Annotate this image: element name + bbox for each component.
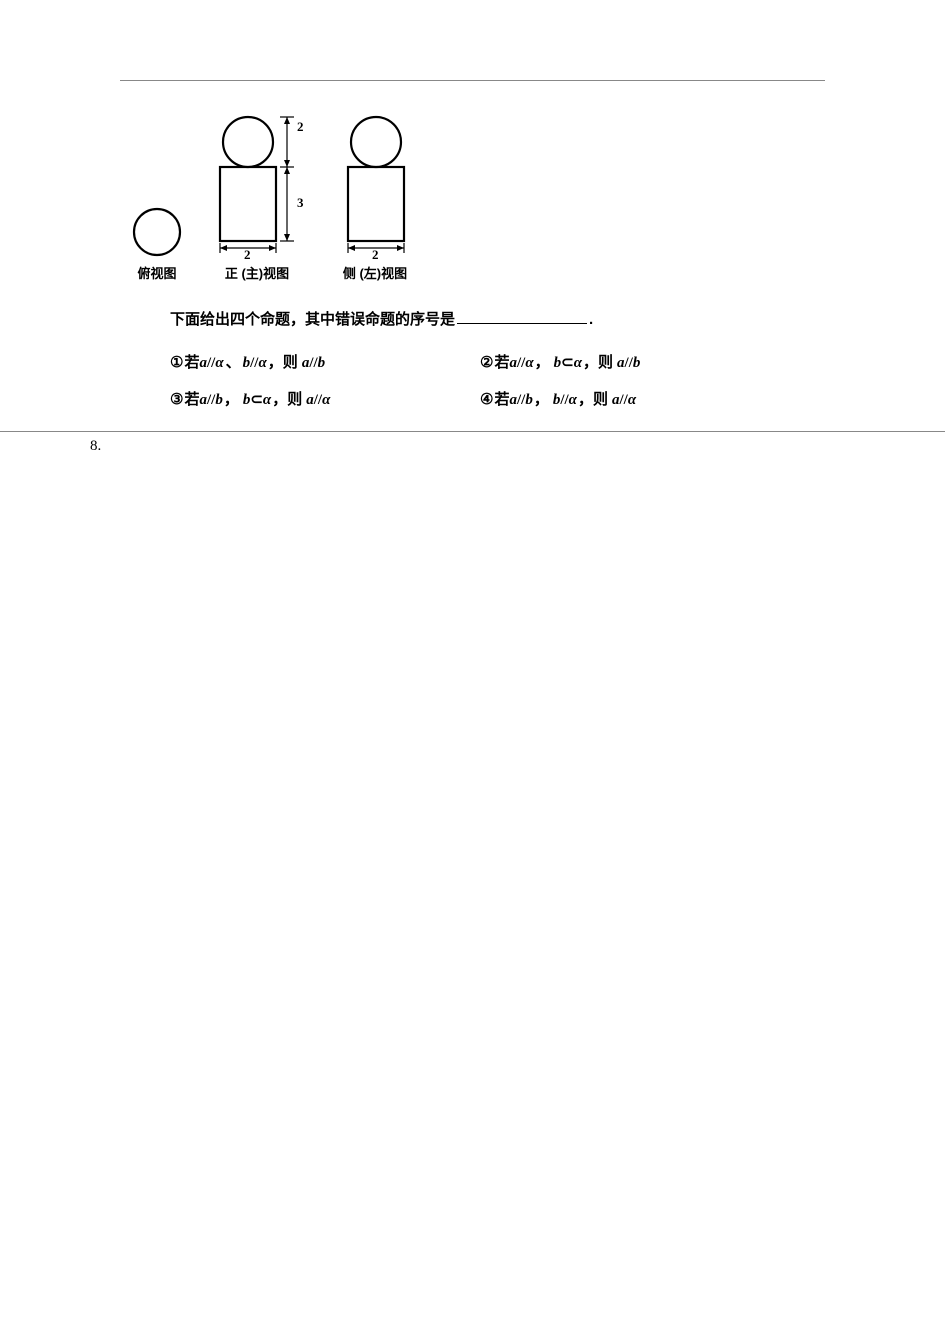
- prop-4-lead: 若: [494, 388, 509, 409]
- prop-4-rel2: //: [560, 392, 568, 409]
- prop-4-sep: ，: [534, 388, 549, 409]
- front-view: 2 3 2 正 (主)视图: [202, 109, 312, 282]
- prop-4-num: ④: [480, 390, 493, 409]
- page: 俯视图 2 3: [0, 0, 945, 1337]
- prop-2-c2: b: [633, 355, 641, 372]
- prop-2-c1: a: [617, 355, 625, 372]
- prop-1-a: a: [199, 355, 207, 372]
- prop-4-c2: α: [628, 392, 636, 409]
- prop-1-num: ①: [170, 353, 183, 372]
- prop-1-c2: b: [318, 355, 326, 372]
- prop-1-rel1: //: [207, 355, 215, 372]
- prop-2-alpha1: α: [525, 355, 533, 372]
- prop-1-alpha1: α: [215, 355, 223, 372]
- dim-base-front: 2: [244, 247, 251, 259]
- side-view-svg: 2: [330, 109, 420, 259]
- prop-3-a: a: [199, 392, 207, 409]
- prop-2-b: b: [554, 355, 562, 372]
- prop-2-rel2: ⊂: [561, 353, 574, 372]
- prop-2-rel1: //: [517, 355, 525, 372]
- prop-4-rel1: //: [517, 392, 525, 409]
- top-rule: [120, 80, 825, 81]
- prop-3-then: ，则: [272, 388, 302, 409]
- prop-3-c2: α: [322, 392, 330, 409]
- prop-1-rel3: //: [309, 355, 317, 372]
- prop-2-alpha2: α: [574, 355, 582, 372]
- prop-3-b1: b: [215, 392, 223, 409]
- prop-3-rel3: //: [314, 392, 322, 409]
- side-view: 2 侧 (左)视图: [330, 109, 420, 282]
- prop-1-alpha2: α: [258, 355, 266, 372]
- top-view-label: 俯视图: [137, 263, 176, 282]
- answer-blank[interactable]: [457, 309, 587, 324]
- prop-2-lead: 若: [494, 351, 509, 372]
- prop-1-rel2: //: [250, 355, 258, 372]
- prop-4-c1: a: [612, 392, 620, 409]
- prop-3-c1: a: [306, 392, 314, 409]
- prop-4: ④ 若 a // b ， b // α ，则 a // α: [480, 388, 790, 409]
- prop-1-then: ，则: [268, 351, 298, 372]
- dim-top-circle: 2: [297, 119, 304, 134]
- front-view-svg: 2 3 2: [202, 109, 312, 259]
- top-view: 俯视图: [130, 205, 184, 282]
- dim-base-side: 2: [372, 247, 379, 259]
- propositions: ① 若 a // α 、 b // α ，则 a // b ② 若 a // α…: [170, 351, 825, 409]
- prop-3-b2: b: [243, 392, 251, 409]
- dim-height: 3: [297, 195, 304, 210]
- prop-3-alpha2: α: [263, 392, 271, 409]
- prop-1: ① 若 a // α 、 b // α ，则 a // b: [170, 351, 480, 372]
- mid-rule: [0, 431, 945, 432]
- prop-2: ② 若 a // α ， b ⊂ α ，则 a // b: [480, 351, 790, 372]
- prop-3-lead: 若: [184, 388, 199, 409]
- question-stem: 下面给出四个命题，其中错误命题的序号是 .: [170, 308, 825, 329]
- prop-2-a: a: [509, 355, 517, 372]
- prop-3: ③ 若 a // b ， b ⊂ α ，则 a // α: [170, 388, 480, 409]
- prop-3-sep: ，: [224, 388, 239, 409]
- front-view-label: 正 (主)视图: [225, 263, 289, 282]
- question-8-number: 8.: [90, 438, 825, 455]
- prop-2-num: ②: [480, 353, 493, 372]
- prop-2-rel3: //: [625, 355, 633, 372]
- prop-2-sep: ，: [535, 351, 550, 372]
- question-text: 下面给出四个命题，其中错误命题的序号是: [170, 308, 455, 329]
- prop-4-alpha2: α: [569, 392, 577, 409]
- question-period: .: [589, 311, 593, 328]
- prop-4-rel3: //: [620, 392, 628, 409]
- prop-2-then: ，则: [583, 351, 613, 372]
- prop-1-lead: 若: [184, 351, 199, 372]
- prop-4-b1: b: [525, 392, 533, 409]
- prop-4-a: a: [509, 392, 517, 409]
- three-view-diagram: 俯视图 2 3: [130, 109, 825, 282]
- prop-3-num: ③: [170, 390, 183, 409]
- prop-3-rel2: ⊂: [250, 390, 263, 409]
- top-view-svg: [130, 205, 184, 259]
- prop-4-then: ，则: [578, 388, 608, 409]
- prop-1-sep: 、: [226, 351, 241, 372]
- side-view-label: 侧 (左)视图: [343, 263, 407, 282]
- prop-3-rel1: //: [207, 392, 215, 409]
